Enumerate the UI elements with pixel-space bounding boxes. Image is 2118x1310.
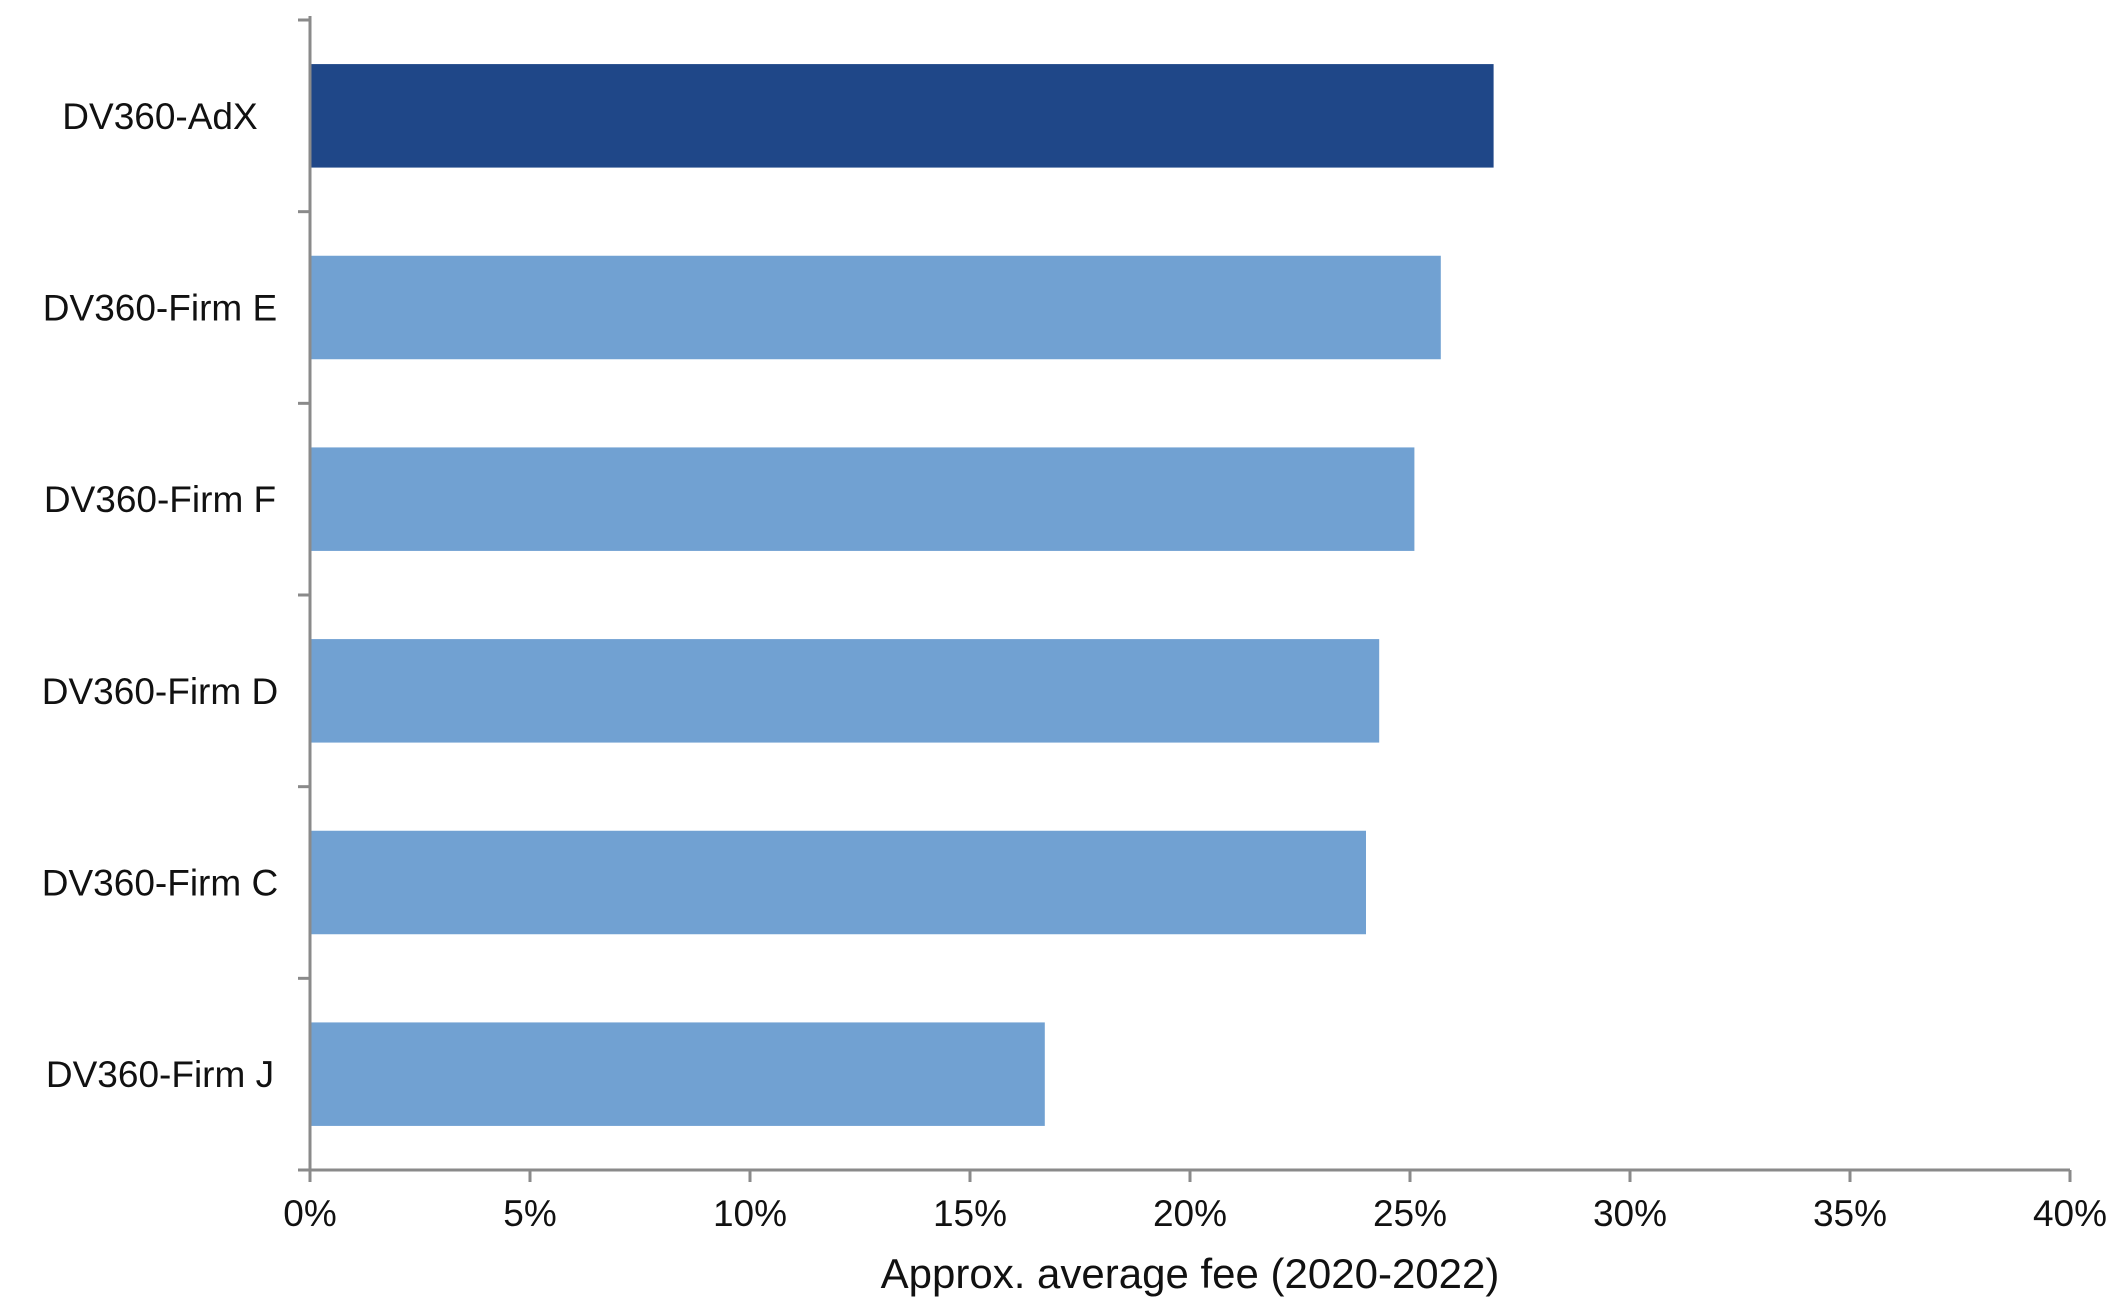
category-label: DV360-Firm D — [42, 671, 278, 712]
y-axis-ticks-group — [298, 18, 310, 1172]
bar-dv360-firm-f — [310, 447, 1415, 551]
x-axis-ticks-group: 0% 5% 10% 15% 20% 25% 30% 35% 40% — [283, 1170, 2107, 1234]
x-tick-label: 15% — [933, 1193, 1007, 1234]
category-label: DV360-Firm J — [46, 1054, 274, 1095]
x-tick-label: 25% — [1373, 1193, 1447, 1234]
x-tick-label: 10% — [713, 1193, 787, 1234]
x-tick-label: 0% — [283, 1193, 336, 1234]
x-axis-title: Approx. average fee (2020-2022) — [881, 1250, 1500, 1297]
x-tick-label: 40% — [2033, 1193, 2107, 1234]
category-label: DV360-Firm F — [44, 479, 276, 520]
category-label: DV360-AdX — [62, 96, 257, 137]
bar-dv360-firm-c — [310, 830, 1366, 935]
x-tick-label: 30% — [1593, 1193, 1667, 1234]
bar-dv360-firm-j — [310, 1022, 1045, 1126]
x-tick-label: 35% — [1813, 1193, 1887, 1234]
bar-dv360-firm-d — [310, 639, 1380, 743]
bar-dv360-firm-e — [310, 255, 1441, 360]
bar-dv360-adx — [310, 64, 1494, 168]
category-labels-group: DV360-AdX DV360-Firm E DV360-Firm F DV360-F… — [42, 96, 278, 1095]
category-label: DV360-Firm E — [43, 288, 277, 329]
bars-group — [310, 64, 1494, 1126]
x-tick-label: 5% — [503, 1193, 556, 1234]
category-label: DV360-Firm C — [42, 863, 278, 904]
x-tick-label: 20% — [1153, 1193, 1227, 1234]
